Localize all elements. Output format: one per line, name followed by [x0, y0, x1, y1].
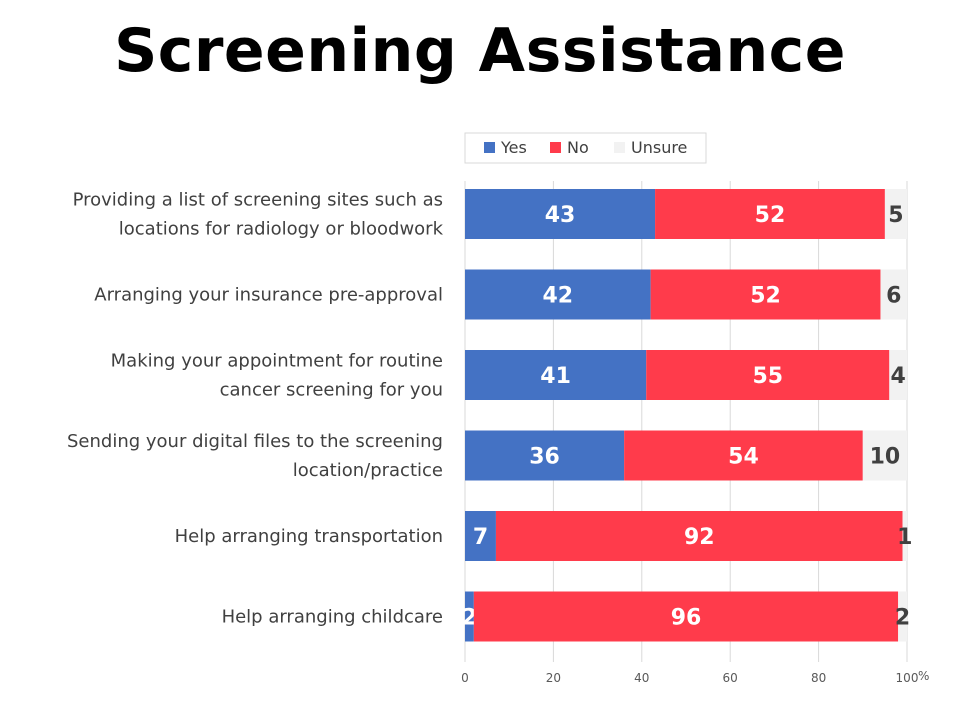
x-tick-label-4: 80: [811, 671, 826, 685]
bar-yes-2: [465, 350, 647, 400]
bar-unsure-3: [862, 430, 907, 481]
data-label-unsure-0: 5: [888, 203, 903, 228]
bar-unsure-0: [884, 189, 907, 239]
data-label-no-4: 92: [684, 525, 715, 550]
bar-no-1: [650, 269, 881, 320]
legend-swatch-unsure: [614, 142, 625, 153]
bar-yes-0: [465, 189, 656, 239]
data-label-yes-2: 41: [540, 364, 571, 389]
category-label-2: Making your appointment for routine cance…: [111, 351, 443, 401]
bar-unsure-4: [902, 511, 907, 561]
legend: Yes No Unsure: [464, 132, 707, 164]
category-label-5: Help arranging childcare: [222, 607, 443, 628]
bars: 43 52 5 42 52 6 41 55 4 36 54 10 7 92 1 2 96 2: [462, 189, 912, 642]
x-tick-label-0: 0: [461, 671, 469, 685]
legend-label-unsure: Unsure: [631, 138, 687, 157]
data-label-yes-5: 2: [462, 606, 477, 631]
data-label-unsure-4: 1: [897, 525, 912, 550]
category-label-3: Sending your digital files to the screen…: [67, 431, 443, 481]
bar-yes-3: [465, 430, 625, 481]
bar-no-5: [473, 591, 899, 642]
bar-no-4: [495, 511, 903, 561]
data-label-no-2: 55: [752, 364, 783, 389]
data-label-no-5: 96: [671, 606, 702, 631]
data-label-no-1: 52: [750, 284, 781, 309]
bar-yes-4: [465, 511, 496, 561]
chart-title: Screening Assistance: [114, 16, 846, 86]
bar-no-2: [646, 350, 890, 400]
x-tick-label-3: 60: [723, 671, 738, 685]
legend-box: [464, 132, 707, 164]
x-tick-label-5: 100: [896, 671, 919, 685]
x-tick-label-2: 40: [634, 671, 649, 685]
bar-yes-1: [465, 269, 651, 320]
x-axis: 0 20 40 60 80 100%: [461, 669, 929, 685]
bar-unsure-2: [889, 350, 907, 400]
data-label-unsure-5: 2: [895, 606, 910, 631]
data-label-yes-0: 43: [545, 203, 576, 228]
legend-label-yes: Yes: [500, 138, 527, 157]
bar-unsure-5: [898, 591, 907, 642]
bar-no-0: [655, 189, 885, 239]
legend-label-no: No: [567, 138, 589, 157]
bar-yes-5: [465, 591, 474, 642]
bar-unsure-1: [880, 269, 907, 320]
x-axis-unit: %: [918, 669, 929, 683]
data-label-no-3: 54: [728, 445, 759, 470]
category-label-0: Providing a list of screening sites such…: [73, 190, 444, 240]
data-label-yes-3: 36: [529, 445, 560, 470]
data-label-yes-1: 42: [543, 284, 574, 309]
legend-swatch-yes: [484, 142, 495, 153]
bar-no-3: [624, 430, 863, 481]
category-labels: Providing a list of screening sites such…: [67, 190, 444, 628]
data-label-no-0: 52: [755, 203, 786, 228]
legend-swatch-no: [550, 142, 561, 153]
data-label-unsure-2: 4: [891, 364, 906, 389]
data-label-unsure-3: 10: [870, 445, 901, 470]
category-label-1: Arranging your insurance pre-approval: [94, 285, 443, 306]
gridlines: [464, 181, 908, 662]
x-tick-label-1: 20: [546, 671, 561, 685]
data-label-yes-4: 7: [473, 525, 488, 550]
data-label-unsure-1: 6: [886, 284, 901, 309]
category-label-4: Help arranging transportation: [175, 526, 443, 547]
